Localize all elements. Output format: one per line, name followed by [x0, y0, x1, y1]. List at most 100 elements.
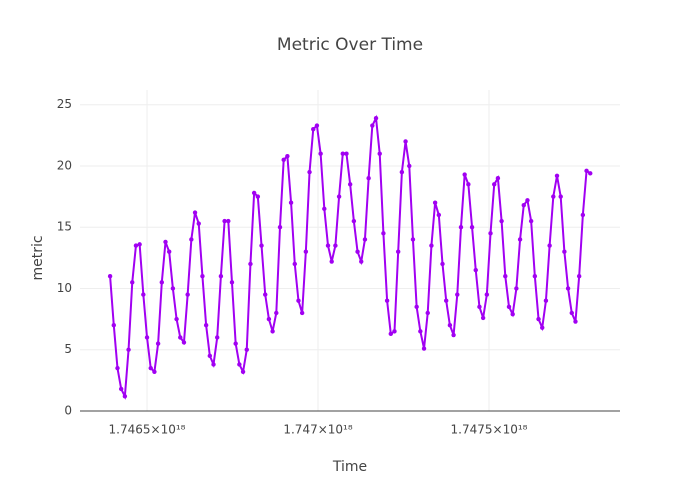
- point: [259, 243, 264, 248]
- point: [240, 369, 246, 374]
- point: [480, 315, 486, 321]
- point: [495, 176, 501, 181]
- y-tick-label: 15: [57, 220, 72, 234]
- point: [351, 218, 357, 224]
- point: [565, 286, 571, 291]
- point: [322, 206, 327, 212]
- point: [384, 298, 390, 303]
- point: [503, 274, 508, 279]
- y-tick-label: 5: [64, 342, 72, 356]
- y-tick-label: 10: [57, 281, 72, 295]
- chart-title: Metric Over Time: [277, 35, 423, 55]
- point: [514, 286, 519, 291]
- point: [584, 168, 589, 174]
- point: [558, 194, 563, 199]
- x-axis-title: Time: [332, 459, 367, 475]
- point: [222, 218, 227, 224]
- point: [477, 304, 482, 310]
- point: [299, 310, 305, 316]
- point: [521, 202, 526, 208]
- point: [588, 171, 593, 176]
- point: [484, 292, 490, 297]
- point: [211, 362, 216, 367]
- point: [347, 182, 353, 187]
- point: [569, 310, 574, 316]
- point: [311, 127, 316, 132]
- point: [229, 280, 235, 285]
- point: [292, 261, 297, 267]
- point: [488, 231, 493, 236]
- point: [174, 316, 179, 322]
- point: [148, 365, 153, 371]
- point: [410, 237, 416, 242]
- point: [576, 274, 582, 279]
- point: [281, 157, 286, 163]
- point: [155, 341, 161, 346]
- point: [203, 323, 209, 328]
- point: [333, 243, 338, 248]
- point: [528, 218, 534, 224]
- point: [377, 151, 382, 156]
- point: [469, 225, 475, 230]
- point: [547, 243, 552, 248]
- point: [525, 198, 530, 203]
- point: [551, 194, 556, 199]
- point: [263, 292, 268, 297]
- point: [170, 286, 176, 291]
- point: [510, 312, 515, 317]
- point: [447, 323, 453, 328]
- point: [381, 231, 386, 236]
- point: [307, 169, 312, 175]
- point: [407, 163, 412, 169]
- point: [274, 310, 279, 316]
- point: [540, 325, 545, 330]
- point: [244, 347, 249, 352]
- point: [388, 331, 393, 337]
- point: [196, 221, 201, 226]
- point: [163, 239, 168, 245]
- point: [115, 365, 120, 371]
- point: [436, 212, 442, 218]
- x-tick-label: 1.747×10¹⁸: [283, 423, 352, 437]
- y-tick-label: 0: [64, 404, 72, 418]
- point: [159, 280, 165, 285]
- point: [429, 243, 434, 248]
- point: [144, 335, 150, 340]
- point: [543, 298, 549, 303]
- point: [395, 249, 401, 254]
- point: [462, 172, 467, 177]
- point: [440, 261, 445, 267]
- point: [451, 332, 456, 338]
- point: [237, 362, 242, 367]
- point: [178, 335, 183, 340]
- point: [277, 225, 283, 230]
- point: [226, 218, 231, 224]
- point: [314, 123, 320, 128]
- point: [122, 394, 128, 399]
- point: [303, 249, 309, 254]
- point: [517, 237, 523, 242]
- point: [130, 280, 135, 285]
- point: [215, 335, 220, 340]
- point: [499, 218, 504, 224]
- point: [166, 249, 172, 254]
- point: [444, 298, 449, 303]
- x-tick-label: 1.7465×10¹⁸: [109, 423, 186, 437]
- point: [580, 212, 586, 218]
- point: [536, 316, 541, 322]
- point: [137, 242, 142, 247]
- point: [111, 323, 116, 328]
- point: [366, 176, 371, 181]
- point: [421, 346, 427, 351]
- point: [200, 274, 205, 279]
- point: [141, 292, 146, 297]
- y-axis-title: metric: [30, 235, 46, 280]
- point: [573, 319, 578, 324]
- point: [296, 298, 301, 303]
- point: [506, 304, 512, 310]
- point: [403, 139, 408, 144]
- point: [370, 123, 375, 128]
- point: [270, 329, 275, 334]
- point: [189, 237, 194, 242]
